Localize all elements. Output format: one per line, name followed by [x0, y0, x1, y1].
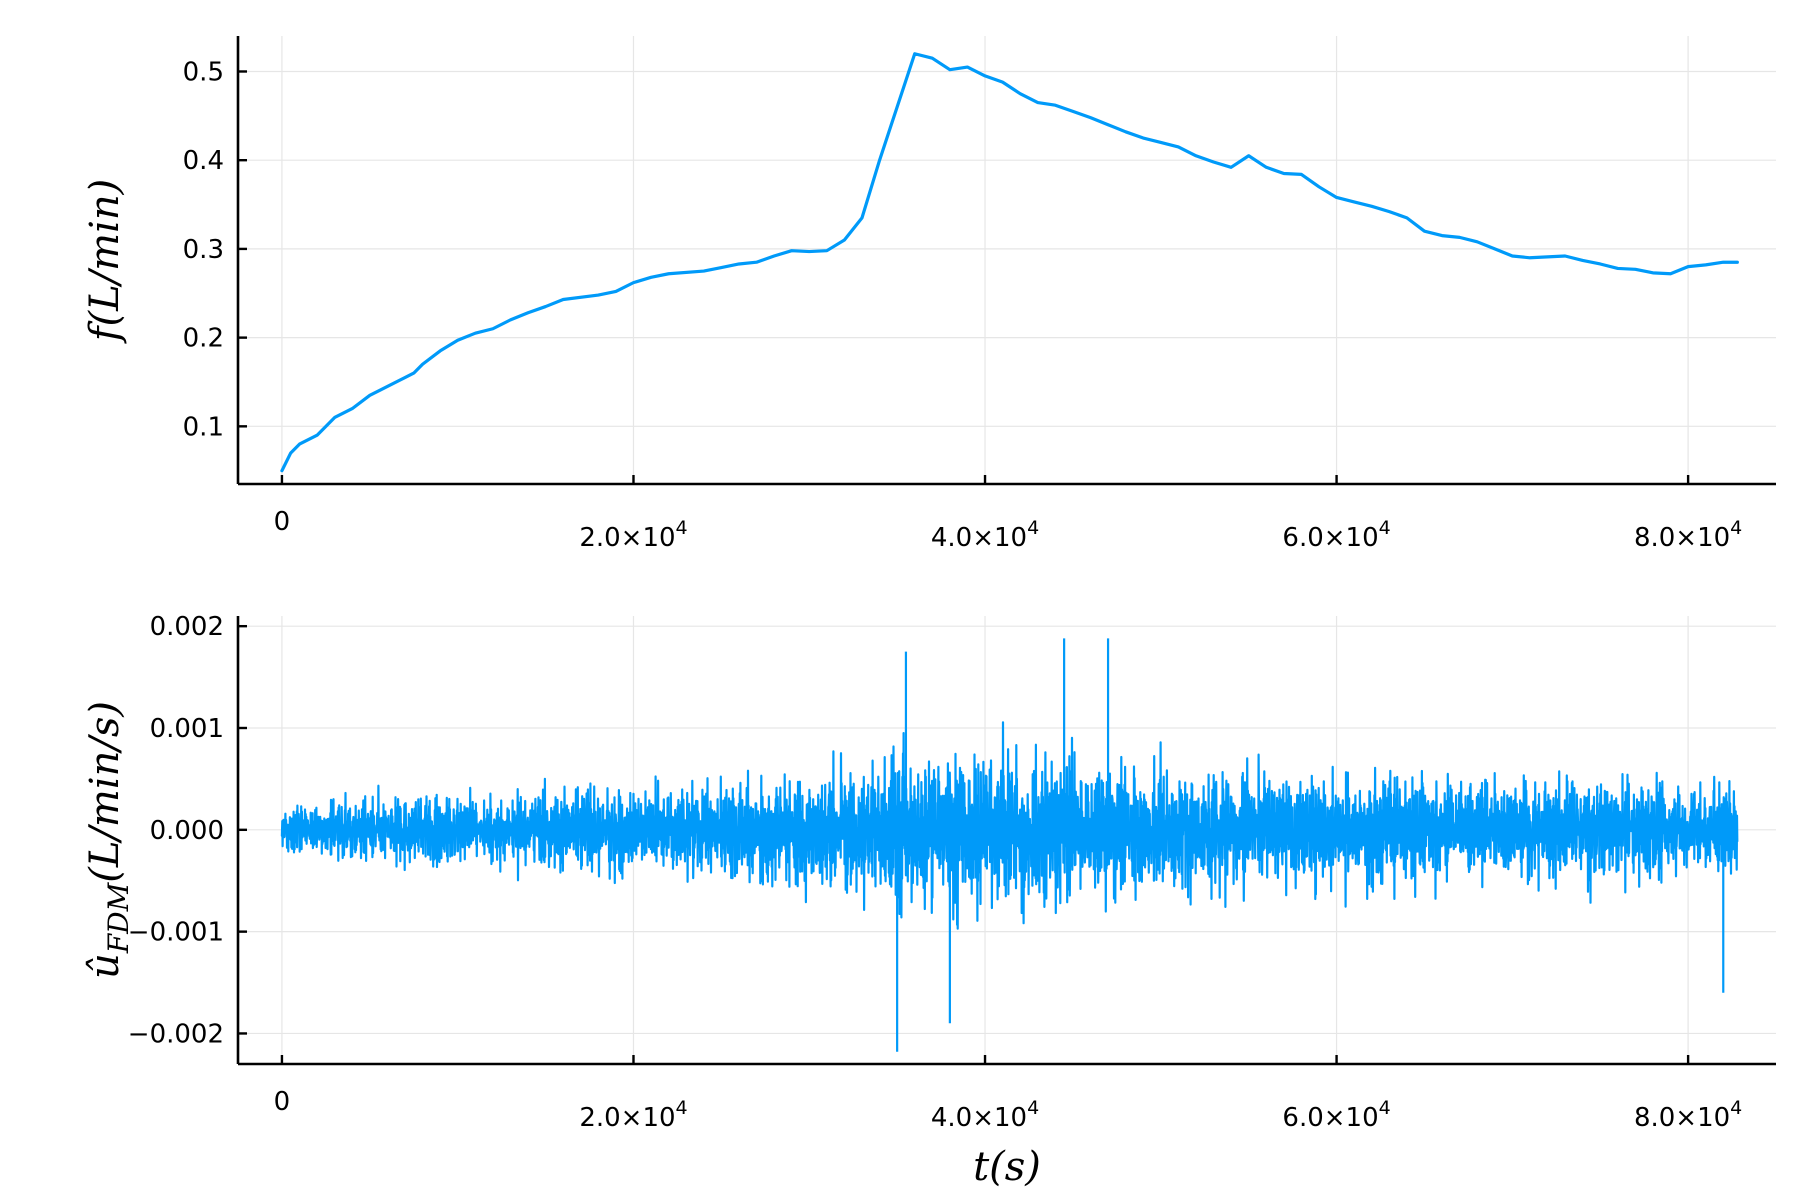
y-tick-label: −0.001 — [128, 918, 224, 948]
y-tick-label: 0.4 — [183, 146, 224, 176]
x-tick-label: 8.0×104 — [1634, 517, 1742, 553]
x-tick-label: 4.0×104 — [931, 1097, 1039, 1133]
y-tick-label: 0.1 — [183, 412, 224, 442]
x-tick-label: 0 — [274, 1087, 291, 1117]
x-axis-label: t(s) — [973, 1144, 1041, 1190]
y-tick-label: 0.002 — [150, 612, 224, 642]
y-tick-label: 0.3 — [183, 235, 224, 265]
y-axis-label: ûFDM(L/min/s) — [82, 701, 135, 979]
x-tick-label: 4.0×104 — [931, 517, 1039, 553]
bottom-panel: 0 2.0×104 4.0×104 6.0×104 8.0×104 −0.002 −0.00… — [82, 612, 1776, 1190]
y-tick-label: 0.001 — [150, 714, 224, 744]
y-tick-label: 0.000 — [150, 816, 224, 846]
series-line — [280, 52, 1739, 473]
x-tick-label: 8.0×104 — [1634, 1097, 1742, 1133]
series-line — [280, 721, 1739, 930]
y-tick-label: 0.2 — [183, 324, 224, 354]
top-panel: 0 2.0×104 4.0×104 6.0×104 8.0×104 0.1 0.2 0.3 0.… — [82, 36, 1776, 553]
y-tick-label: 0.5 — [183, 57, 224, 87]
plot-area — [238, 36, 1776, 484]
x-tick-label: 6.0×104 — [1282, 517, 1390, 553]
y-axis-label: f(L/min) — [82, 179, 128, 345]
x-tick-label: 6.0×104 — [1282, 1097, 1390, 1133]
x-tick-label: 0 — [274, 507, 291, 537]
x-tick-label: 2.0×104 — [579, 1097, 687, 1133]
x-tick-label: 2.0×104 — [579, 517, 687, 553]
y-tick-label: −0.002 — [128, 1019, 224, 1049]
